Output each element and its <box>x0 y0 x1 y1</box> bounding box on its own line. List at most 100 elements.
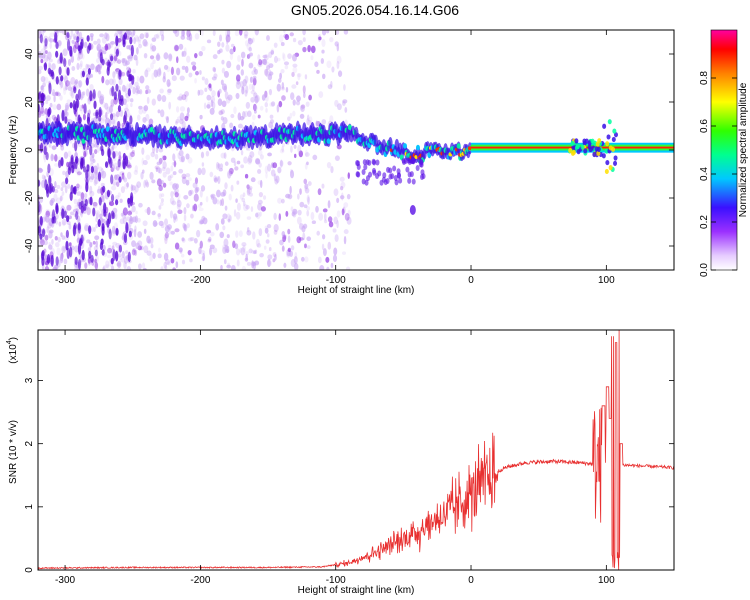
heatmap-noise-cell <box>267 233 270 238</box>
heatmap-noise-cell <box>110 99 115 107</box>
heatmap-noise-cell <box>89 154 95 162</box>
heatmap-noise-cell <box>223 259 227 265</box>
heatmap-noise-cell <box>95 212 99 220</box>
heatmap-noise-cell <box>53 94 56 103</box>
heatmap-noise-cell <box>54 163 60 167</box>
heatmap-noise-cell <box>53 188 59 194</box>
heatmap-noise-cell <box>118 176 122 183</box>
heatmap-noise-cell <box>118 78 123 86</box>
heatmap-noise-cell <box>209 171 214 178</box>
heatmap-noise-cell <box>243 30 249 37</box>
heatmap-noise-cell <box>225 36 229 45</box>
heatmap-noise-cell <box>62 221 66 227</box>
heatmap-noise-cell <box>46 56 50 62</box>
heatmap-noise-cell <box>42 235 46 241</box>
heatmap-noise-cell <box>299 113 305 119</box>
heatmap-noise-cell <box>226 60 232 69</box>
heatmap-noise-cell <box>269 114 274 119</box>
heatmap-noise-cell <box>109 201 115 207</box>
heatmap-noise-cell <box>118 255 123 261</box>
heatmap-noise-cell <box>250 177 256 183</box>
heatmap-noise-cell <box>224 161 229 166</box>
heatmap-noise-cell <box>110 174 114 185</box>
heatmap-noise-cell <box>339 176 345 182</box>
heatmap-noise-cell <box>299 188 302 195</box>
heatmap-noise-cell <box>194 177 199 185</box>
heatmap-noise-cell <box>108 61 112 68</box>
heatmap-noise-cell <box>174 242 180 250</box>
heatmap-noise-cell <box>304 186 308 191</box>
heatmap-noise-cell <box>59 95 63 101</box>
heatmap-noise-cell <box>38 225 42 237</box>
heatmap-noise-cell <box>73 185 77 195</box>
heatmap-noise-cell <box>337 103 342 111</box>
heatmap-noise-cell <box>341 208 345 216</box>
heatmap-noise-cell <box>93 40 98 45</box>
heatmap-noise-cell <box>95 111 99 119</box>
heatmap-noise-cell <box>53 193 58 202</box>
heatmap-noise-cell <box>92 201 98 207</box>
heatmap-noise-cell <box>56 103 62 111</box>
heatmap-ridge-cell <box>613 160 618 166</box>
heatmap-noise-cell <box>111 144 115 150</box>
heatmap-noise-cell <box>291 84 297 89</box>
heatmap-noise-cell <box>183 195 189 200</box>
heatmap-noise-cell <box>130 44 134 57</box>
heatmap-noise-cell <box>242 201 246 207</box>
heatmap-noise-cell <box>126 109 130 118</box>
heatmap-noise-cell <box>304 256 309 263</box>
svg-text:(x104): (x104) <box>6 337 19 364</box>
heatmap-noise-cell <box>81 53 85 60</box>
colorbar: 0.0 0.2 0.4 0.6 0.8 Normalized spectral ampl… <box>699 29 749 277</box>
heatmap-noise-cell <box>136 181 142 189</box>
heatmap-noise-cell <box>235 248 241 256</box>
heatmap-noise-cell <box>297 193 300 200</box>
heatmap-noise-cell <box>226 30 231 37</box>
heatmap-noise-cell <box>237 123 243 129</box>
x-tick-label: 100 <box>598 575 615 586</box>
heatmap-noise-cell <box>215 223 220 231</box>
heatmap-noise-cell <box>80 234 84 244</box>
heatmap-ridge-cell <box>396 168 401 175</box>
heatmap-noise-cell <box>184 115 189 122</box>
heatmap-noise-cell <box>333 188 339 197</box>
heatmap-noise-cell <box>118 244 123 253</box>
heatmap-noise-cell <box>161 166 166 172</box>
heatmap-noise-cell <box>121 58 126 64</box>
y-tick-label: 2 <box>24 440 35 446</box>
snr-panel: -300 -200 -100 0 100 0 1 2 3 Height of straight … <box>6 329 675 596</box>
heatmap-noise-cell <box>156 52 160 60</box>
heatmap-noise-cell <box>74 158 78 170</box>
heatmap-noise-cell <box>86 35 90 42</box>
heatmap-noise-cell <box>289 185 292 195</box>
heatmap-noise-cell <box>120 212 124 217</box>
heatmap-noise-cell <box>220 218 225 225</box>
heatmap-noise-cell <box>141 169 145 174</box>
heatmap-noise-cell <box>56 184 61 189</box>
heatmap-noise-cell <box>242 111 246 119</box>
heatmap-noise-cell <box>347 209 351 216</box>
colorbar-tick-label: 0.8 <box>699 71 710 85</box>
heatmap-noise-cell <box>230 113 235 119</box>
heatmap-noise-cell <box>94 258 97 263</box>
heatmap-noise-cell <box>153 34 159 39</box>
heatmap-noise-cell <box>134 215 139 224</box>
heatmap-noise-cell <box>244 173 249 179</box>
heatmap-noise-cell <box>152 220 158 227</box>
heatmap-noise-cell <box>118 70 122 80</box>
heatmap-noise-cell <box>169 174 174 179</box>
heatmap-noise-cell <box>169 197 175 205</box>
heatmap-noise-cell <box>38 254 41 264</box>
heatmap-ridge-cell <box>405 166 410 173</box>
heatmap-noise-cell <box>256 243 262 248</box>
heatmap-noise-cell <box>51 239 54 245</box>
heatmap-noise-cell <box>121 122 125 128</box>
heatmap-noise-cell <box>213 175 217 182</box>
heatmap-noise-cell <box>56 92 61 97</box>
heatmap-noise-cell <box>183 206 187 215</box>
heatmap-noise-cell <box>89 190 95 197</box>
heatmap-noise-cell <box>82 113 86 121</box>
heatmap-noise-cell <box>63 109 67 115</box>
heatmap-noise-cell <box>287 228 291 235</box>
heatmap-noise-cell <box>138 108 143 115</box>
